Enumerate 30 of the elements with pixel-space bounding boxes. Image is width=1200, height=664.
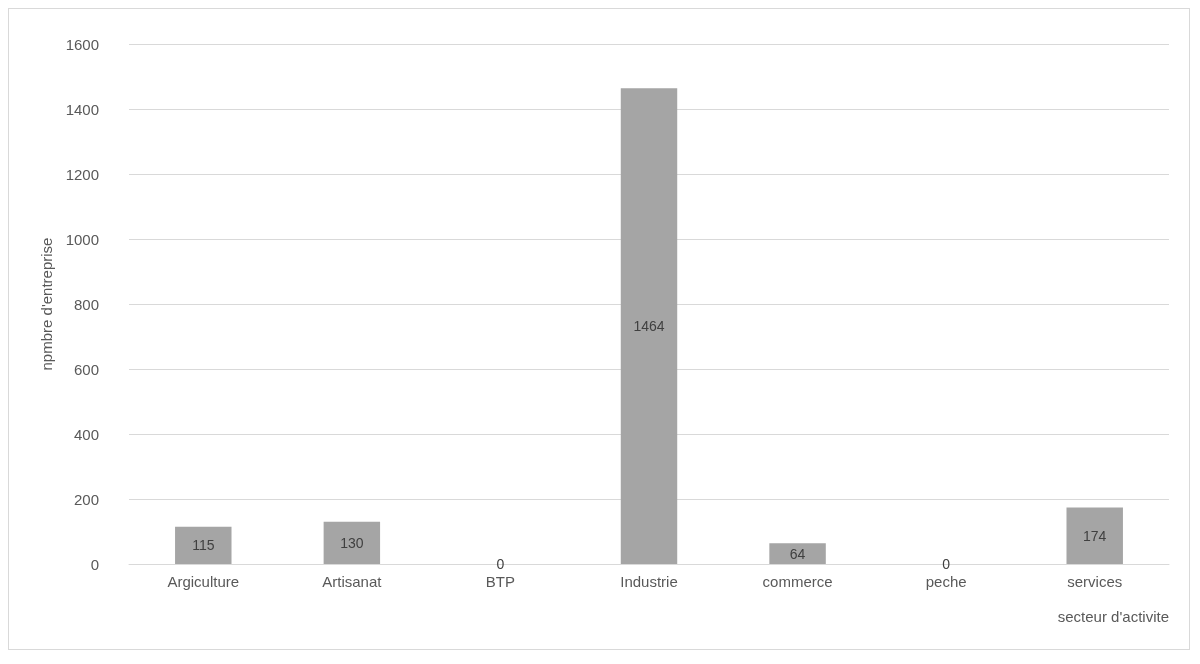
- y-tick-label: 0: [90, 555, 99, 573]
- data-label: 174: [1083, 527, 1107, 544]
- bar: [769, 543, 826, 564]
- y-tick-label: 400: [73, 425, 99, 443]
- y-axis-title: npmbre d'entreprise: [38, 237, 55, 371]
- data-label: 0: [942, 556, 951, 572]
- bar: [323, 521, 381, 564]
- y-tick-label: 1600: [65, 35, 99, 53]
- bar: [175, 526, 232, 564]
- bar: [1066, 507, 1123, 564]
- y-tick-label: 1200: [65, 165, 99, 183]
- y-tick-label: 200: [73, 490, 99, 508]
- x-tick-label: Argiculture: [167, 573, 240, 590]
- data-label: 130: [340, 534, 364, 551]
- data-label: 0: [496, 556, 505, 572]
- data-label: 64: [789, 545, 806, 562]
- x-tick-label: BTP: [485, 573, 516, 590]
- y-tick-label: 1400: [65, 100, 99, 118]
- x-tick-label: Industrie: [620, 573, 678, 590]
- x-axis-title: secteur d'activite: [1057, 608, 1169, 625]
- y-tick-label: 600: [73, 360, 99, 378]
- data-label: 1464: [633, 318, 665, 335]
- x-tick-label: Artisanat: [322, 573, 383, 590]
- y-tick-label: 1000: [65, 230, 99, 248]
- data-label: 115: [192, 537, 215, 554]
- x-tick-label: peche: [925, 573, 967, 590]
- x-tick-label: commerce: [762, 573, 833, 590]
- bar: [620, 88, 678, 564]
- y-tick-label: 800: [73, 295, 99, 313]
- x-tick-label: services: [1067, 573, 1123, 590]
